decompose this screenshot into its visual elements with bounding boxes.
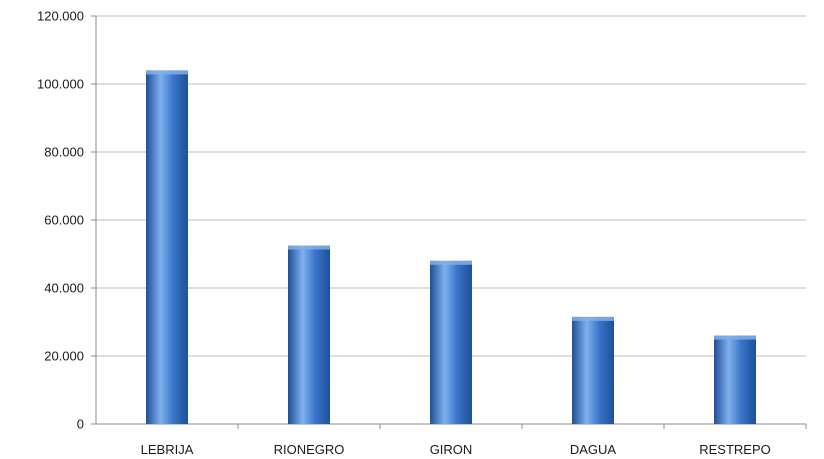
bar-body [714,335,756,424]
x-category-label: LEBRIJA [141,442,194,457]
y-tick-label: 20.000 [44,349,84,364]
bar-restrepo [714,335,756,424]
x-category-label: RESTREPO [699,442,771,457]
y-tick-label: 60.000 [44,213,84,228]
x-category-label: DAGUA [570,442,617,457]
bar-body [146,70,188,425]
bar-giron [430,260,472,424]
bar-body [572,316,614,424]
bar-top-cap [146,70,188,75]
y-tick-label: 40.000 [44,281,84,296]
x-axis-category-labels: LEBRIJA RIONEGRO GIRON DAGUA RESTREPO [141,442,771,457]
bar-top-cap [572,316,614,321]
x-category-label: RIONEGRO [274,442,345,457]
y-tick-label: 100.000 [37,77,84,92]
bar-top-cap [714,335,756,340]
bar-body [288,245,330,424]
gridlines [96,15,806,357]
y-tick-label: 120.000 [37,9,84,24]
y-axis-tick-labels: 0 20.000 40.000 60.000 80.000 100.000 120.000 [37,9,84,432]
bar-top-cap [430,260,472,265]
bars [146,70,756,425]
bar-lebrija [146,70,188,425]
bar-top-cap [288,245,330,250]
y-tick-label: 80.000 [44,145,84,160]
x-category-label: GIRON [430,442,473,457]
bar-rionegro [288,245,330,424]
y-tick-label: 0 [77,417,84,432]
bar-body [430,260,472,424]
bar-dagua [572,316,614,424]
